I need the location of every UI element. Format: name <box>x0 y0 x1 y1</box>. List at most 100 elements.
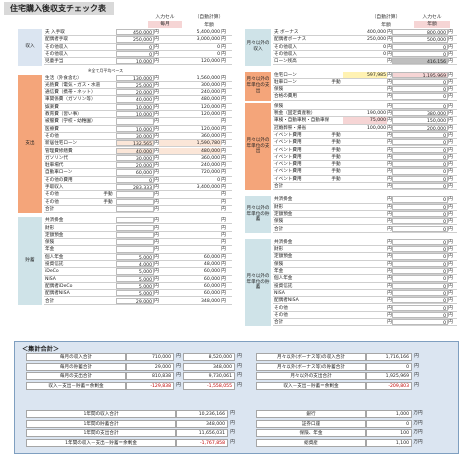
unit-label: 円 <box>387 305 392 311</box>
yearly-input[interactable]: 0 <box>392 102 448 109</box>
yearly-input[interactable]: 0 <box>392 183 448 190</box>
yearly-input[interactable]: 0 <box>392 311 448 319</box>
yearly-input[interactable]: 0 <box>392 131 448 139</box>
yearly-input[interactable]: 380,000 <box>392 110 448 117</box>
unit-label: 円 <box>387 125 392 131</box>
monthly-input[interactable] <box>116 224 154 231</box>
yearly-input[interactable]: 1,195,969 <box>392 71 448 78</box>
yearly-input[interactable]: 0 <box>392 289 448 297</box>
monthly-input[interactable] <box>116 239 154 246</box>
unit-label: 円 <box>154 240 159 246</box>
yearly-input[interactable]: 0 <box>392 246 448 253</box>
monthly-input[interactable]: 5,000 <box>116 282 154 290</box>
yearly-input[interactable]: 0 <box>392 218 448 225</box>
monthly-input[interactable] <box>116 246 154 253</box>
monthly-input[interactable]: 283,333 <box>116 184 154 191</box>
yearly-input[interactable]: 0 <box>392 50 448 58</box>
monthly-input[interactable]: 20,000 <box>116 89 154 96</box>
unit-label: 円 <box>221 112 226 117</box>
yearly-input[interactable]: 0 <box>392 196 448 203</box>
yearly-input[interactable]: 0 <box>392 253 448 260</box>
yearly-input[interactable]: 0 <box>392 203 448 210</box>
monthly-input[interactable]: 10,000 <box>116 125 154 132</box>
yearly-input[interactable]: 0 <box>392 139 448 146</box>
monthly-input[interactable]: 0 <box>116 50 154 58</box>
annual-value <box>343 297 387 303</box>
row-label: 共済掛金 <box>274 197 293 203</box>
monthly-input[interactable]: 0 <box>116 43 154 50</box>
yearly-input[interactable]: 0 <box>392 319 448 326</box>
monthly-input[interactable]: 10,000 <box>116 111 154 118</box>
monthly-input[interactable]: 25,000 <box>116 81 154 89</box>
manual-tag <box>100 254 116 260</box>
monthly-input[interactable]: 30,000 <box>116 132 154 140</box>
monthly-input[interactable]: 4,000 <box>116 261 154 268</box>
monthly-input[interactable]: 10,000 <box>116 58 154 65</box>
unit-label: 円 <box>387 162 392 168</box>
yearly-input[interactable]: 0 <box>392 93 448 100</box>
monthly-input[interactable]: 450,000 <box>116 29 154 36</box>
yearly-input[interactable]: 0 <box>392 146 448 153</box>
monthly-input[interactable] <box>116 118 154 125</box>
yearly-input[interactable]: 0 <box>392 225 448 232</box>
unit-label: 円 <box>154 163 159 169</box>
annual-value <box>343 319 387 325</box>
monthly-input[interactable]: 40,000 <box>116 147 154 154</box>
monthly-input[interactable]: 0 <box>116 176 154 183</box>
monthly-input[interactable]: 40,000 <box>116 96 154 103</box>
monthly-input[interactable] <box>116 198 154 205</box>
unit-label: 円 <box>448 111 453 116</box>
yearly-input[interactable]: 0 <box>392 304 448 311</box>
unit-label: 円 <box>448 320 453 326</box>
annual-value <box>343 79 387 85</box>
yearly-input[interactable]: 0 <box>392 282 448 289</box>
asset-value: 1,100 <box>366 438 412 447</box>
yearly-input[interactable]: 0 <box>392 238 448 246</box>
manual-tag <box>329 297 343 303</box>
row-label: 保険 <box>274 261 284 267</box>
summary-row: 毎月の貯蓄合計 29,000 円 348,000 円 <box>26 362 244 371</box>
row-label: 夫 入手取 <box>45 30 65 35</box>
monthly-input[interactable]: 5,000 <box>116 290 154 297</box>
row-label: 投資信託 <box>45 262 64 267</box>
summary-row: 収入－支出－貯蓄＝余剰金 -129,838 円 -1,558,055 円 <box>26 381 244 390</box>
yearly-input[interactable]: 0 <box>392 210 448 218</box>
monthly-input[interactable]: 30,000 <box>116 154 154 162</box>
yearly-input[interactable]: 800,000 <box>392 29 448 36</box>
monthly-input[interactable]: 5,000 <box>116 253 154 260</box>
monthly-input[interactable]: 5,000 <box>116 275 154 282</box>
yearly-input[interactable]: 200,000 <box>392 124 448 131</box>
yearly-input[interactable]: 0 <box>392 275 448 282</box>
yearly-input[interactable]: 0 <box>392 86 448 93</box>
monthly-input[interactable]: 29,000 <box>116 297 154 304</box>
yearly-input[interactable]: 0 <box>392 153 448 161</box>
row-label: NISA <box>274 290 285 296</box>
monthly-input[interactable]: 5,000 <box>116 268 154 275</box>
yearly-input[interactable]: 0 <box>392 168 448 175</box>
yearly-input[interactable]: 0 <box>392 297 448 304</box>
monthly-input[interactable]: 132,565 <box>116 140 154 147</box>
row-label: 保険 <box>274 219 284 225</box>
monthly-input[interactable] <box>116 191 154 198</box>
monthly-input[interactable]: 60,000 <box>116 169 154 176</box>
monthly-input[interactable] <box>116 205 154 213</box>
annual-value <box>343 246 387 252</box>
monthly-input[interactable] <box>116 217 154 224</box>
yearly-input[interactable]: 0 <box>392 268 448 275</box>
yearly-input[interactable]: 0 <box>392 175 448 182</box>
monthly-input[interactable]: 10,000 <box>116 103 154 110</box>
manual-tag <box>100 58 116 64</box>
unit-label: 円 <box>448 239 453 245</box>
yearly-input[interactable]: 416,156 <box>392 58 448 65</box>
monthly-input[interactable]: 250,000 <box>116 36 154 43</box>
yearly-input[interactable]: 150,000 <box>392 117 448 124</box>
monthly-input[interactable] <box>116 231 154 239</box>
monthly-input[interactable]: 20,000 <box>116 162 154 169</box>
yearly-input[interactable]: 0 <box>392 43 448 50</box>
monthly-input[interactable]: 130,000 <box>116 74 154 81</box>
yearly-input[interactable]: 0 <box>392 161 448 168</box>
yearly-input[interactable]: 500,000 <box>392 36 448 43</box>
yearly-input[interactable]: 0 <box>392 78 448 86</box>
yearly-input[interactable]: 0 <box>392 260 448 267</box>
unit-label: 円 <box>387 30 392 35</box>
